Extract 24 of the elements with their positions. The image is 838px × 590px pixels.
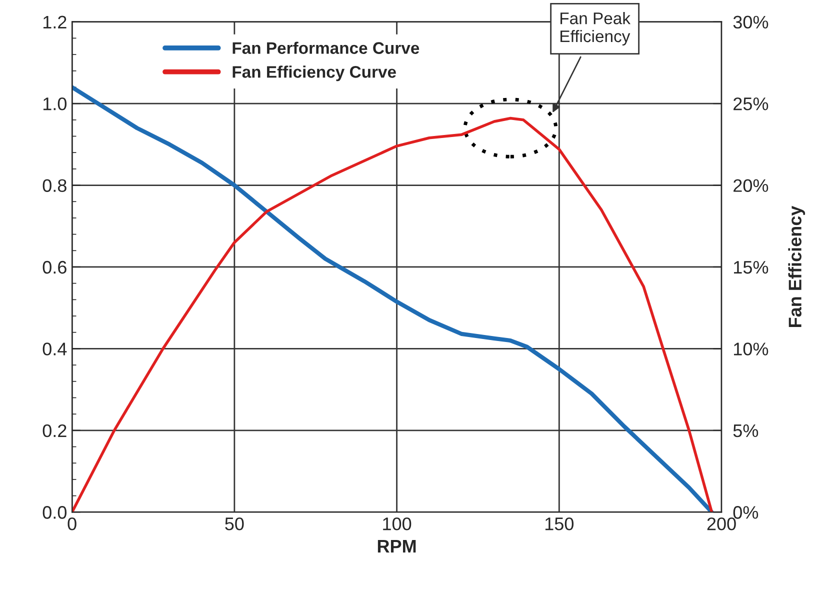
x-tick-label: 50	[225, 517, 244, 530]
x-tick-label: 100	[383, 517, 412, 530]
y-tick-label: 0.4	[42, 342, 67, 356]
y2-tick-label: 30%	[733, 16, 768, 29]
x-tick-label: 0	[68, 517, 76, 530]
x-tick-label: 200	[707, 517, 736, 530]
y2-tick-label: 0%	[733, 506, 758, 519]
legend-label: Fan Efficiency Curve	[232, 66, 396, 82]
y-tick-label: 0.0	[42, 506, 67, 519]
y-tick-label: 0.6	[42, 260, 66, 274]
y2-tick-label: 20%	[734, 179, 768, 192]
y2-tick-label: 25%	[734, 97, 768, 110]
y-tick-label: 1.0	[43, 97, 67, 110]
annotation: Fan Peak Efficiency	[560, 12, 631, 46]
y2-tick-label: 5%	[733, 424, 758, 438]
x-axis-title: RPM	[378, 540, 416, 552]
x-tick-label: 150	[545, 517, 574, 530]
y-tick-label: 0.2	[42, 424, 66, 438]
y2-tick-label: 10%	[734, 342, 768, 356]
legend-label: Fan Performance Curve	[232, 42, 420, 54]
y-tick-label: 0.8	[42, 179, 66, 192]
y2-axis-title: Fan Efficiency	[788, 206, 806, 327]
y2-tick-label: 15%	[734, 260, 768, 274]
y-tick-label: 1.2	[43, 16, 66, 28]
